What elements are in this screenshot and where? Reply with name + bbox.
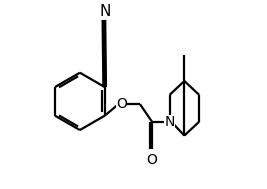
Text: N: N <box>99 4 111 19</box>
Text: O: O <box>147 153 158 167</box>
Text: N: N <box>164 115 175 129</box>
Text: O: O <box>116 97 127 111</box>
